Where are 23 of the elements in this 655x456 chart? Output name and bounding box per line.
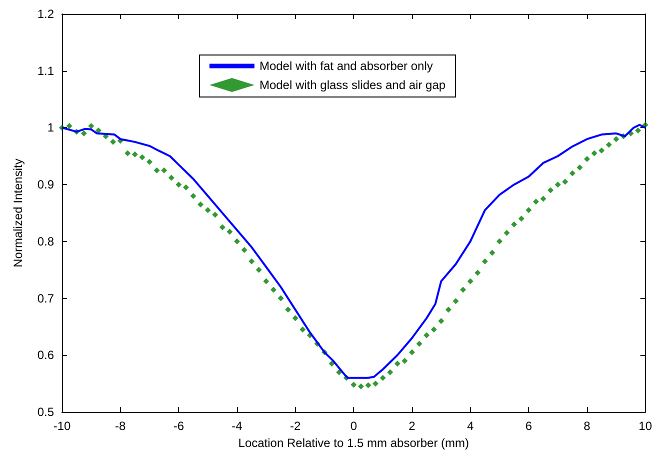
- y-tick-label: 1: [47, 120, 54, 135]
- x-tick-label: 2: [408, 419, 416, 433]
- y-axis-title: Normalized Intensity: [11, 158, 25, 268]
- x-tick-label: -2: [290, 419, 301, 433]
- y-tick-label: 0.6: [37, 348, 54, 362]
- x-axis-title: Location Relative to 1.5 mm absorber (mm): [238, 436, 470, 450]
- x-tick-label: 4: [466, 419, 474, 433]
- legend-label: Model with glass slides and air gap: [259, 78, 446, 92]
- y-tick-label: 1.1: [37, 64, 54, 78]
- y-tick-label: 0.9: [37, 178, 54, 192]
- x-tick-label: 10: [638, 419, 652, 433]
- x-tick-label: -10: [53, 419, 71, 433]
- y-tick-label: 1.2: [37, 7, 54, 21]
- x-tick-label: 0: [350, 419, 358, 433]
- x-tick-label: 6: [525, 419, 532, 433]
- y-tick-label: 0.5: [37, 405, 54, 419]
- x-tick-label: 8: [584, 419, 591, 433]
- y-tick-label: 0.8: [37, 234, 54, 248]
- x-tick-label: -6: [173, 419, 184, 433]
- x-tick-label: -8: [114, 419, 126, 433]
- x-tick-label: -4: [232, 419, 243, 433]
- legend-label: Model with fat and absorber only: [259, 59, 433, 73]
- y-tick-label: 0.7: [37, 291, 54, 306]
